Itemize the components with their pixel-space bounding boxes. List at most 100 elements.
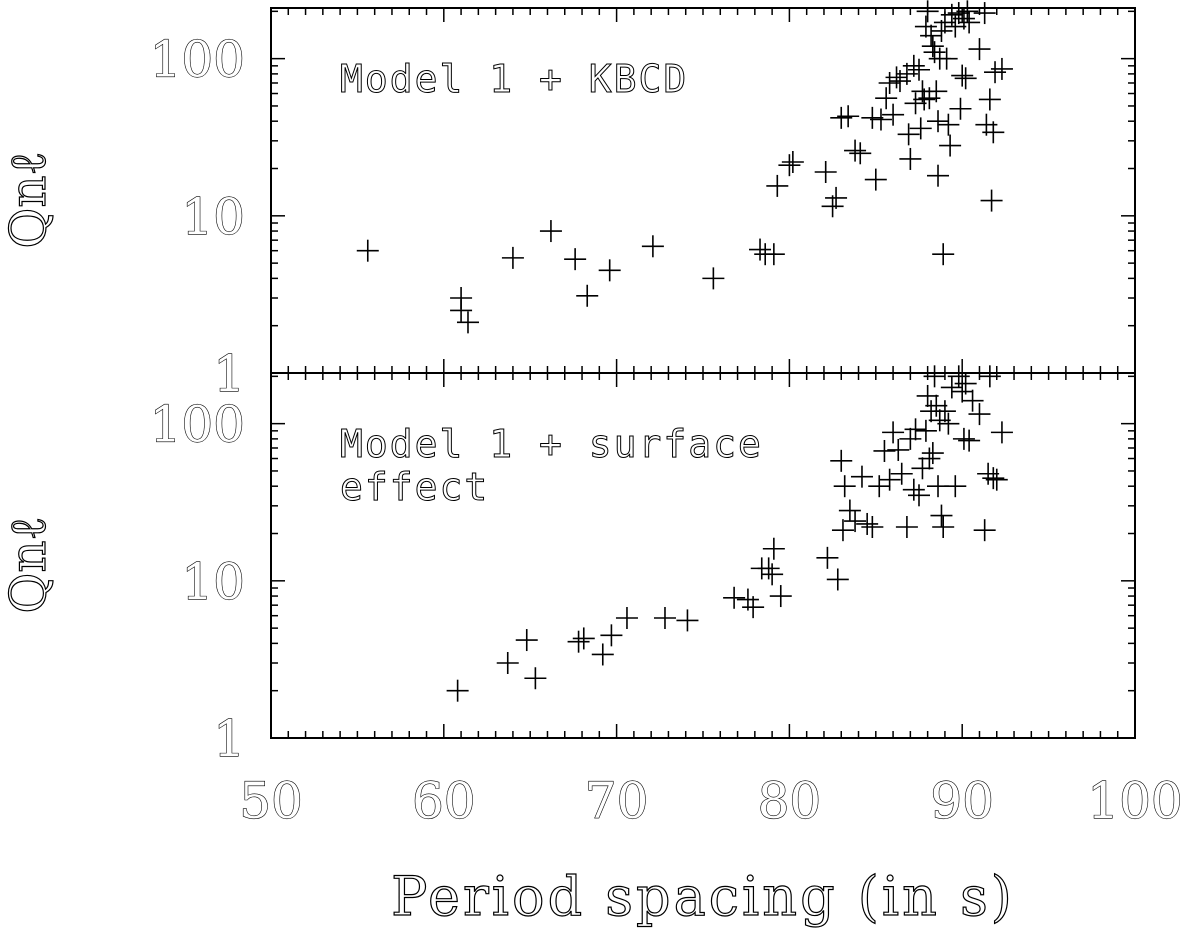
bottom-y-tick-label: 100 — [150, 396, 245, 454]
bottom-data-point — [830, 449, 853, 472]
x-tick-label: 60 — [412, 772, 476, 830]
bottom-data-point — [890, 462, 913, 485]
bottom-data-point — [856, 512, 879, 535]
bottom-data-point — [567, 630, 590, 653]
top-data-point — [875, 87, 898, 110]
x-tick-label: 70 — [585, 772, 649, 830]
top-data-point — [973, 2, 996, 25]
top-data-point — [837, 105, 860, 128]
x-tick-label: 100 — [1087, 772, 1182, 830]
bottom-y-axis-label: Qnℓ — [0, 516, 57, 613]
top-ticks — [270, 8, 1136, 374]
top-data-point — [849, 142, 872, 165]
top-data-point — [450, 299, 473, 322]
bottom-data-point — [923, 365, 946, 388]
top-data-point — [937, 113, 960, 136]
top-data-point — [923, 41, 946, 64]
top-data-point — [920, 24, 943, 47]
top-data-point — [899, 147, 922, 170]
top-data-point — [564, 248, 587, 271]
bottom-data-point — [515, 629, 538, 652]
bottom-data-point — [985, 468, 1008, 491]
bottom-data-point — [873, 439, 896, 462]
top-y-tick-labels: 1 10 100 — [149, 30, 246, 404]
bottom-data-point — [757, 557, 780, 580]
top-data-point — [897, 123, 920, 146]
top-data-point — [904, 92, 927, 115]
bottom-annotation-line-1: Model 1 + surface — [340, 422, 763, 466]
top-data-point — [501, 246, 524, 269]
top-data-point — [927, 110, 950, 133]
bottom-data-point — [723, 586, 746, 609]
top-data-point — [781, 151, 804, 174]
top-points — [356, 0, 1013, 334]
bottom-data-point — [918, 447, 941, 470]
top-data-point — [356, 239, 379, 262]
bottom-y-tick-label: 10 — [181, 553, 245, 611]
bottom-data-point — [446, 679, 469, 702]
top-data-point — [927, 164, 950, 187]
top-data-point — [954, 67, 977, 90]
top-data-point — [902, 54, 925, 77]
top-data-point — [932, 243, 955, 266]
top-data-point — [864, 168, 887, 191]
bottom-data-point — [952, 427, 975, 450]
top-data-point — [821, 195, 844, 218]
bottom-data-point — [928, 409, 951, 432]
x-tick-label: 80 — [758, 772, 822, 830]
top-data-point — [814, 161, 837, 184]
top-data-point — [947, 2, 970, 25]
top-data-point — [576, 284, 599, 307]
top-data-point — [641, 235, 664, 258]
bottom-data-point — [916, 384, 939, 407]
bottom-data-point — [954, 372, 977, 395]
top-data-point — [908, 58, 930, 81]
top-data-point — [958, 11, 981, 34]
bottom-data-point — [977, 462, 1000, 485]
top-data-point — [778, 154, 801, 177]
bottom-data-point — [600, 624, 623, 647]
bottom-data-point — [761, 563, 784, 586]
x-axis-label: Period spacing (in s) — [391, 865, 1015, 928]
bottom-data-point — [958, 429, 981, 452]
top-y-tick-label: 1 — [213, 345, 245, 403]
top-y-tick-label: 100 — [150, 31, 245, 89]
bottom-annotation-line-2: effect — [340, 465, 489, 509]
top-data-point — [869, 108, 892, 131]
top-data-point — [749, 238, 772, 261]
bottom-data-point — [882, 421, 905, 444]
bottom-data-point — [615, 607, 638, 630]
bottom-data-point — [524, 667, 547, 690]
top-data-point — [885, 66, 908, 89]
x-tick-labels: 50 60 70 80 90 100 — [239, 771, 1184, 830]
top-y-tick-label: 10 — [181, 188, 245, 246]
top-data-point — [861, 106, 884, 129]
top-data-point — [935, 47, 958, 70]
top-data-point — [762, 243, 785, 266]
top-data-point — [951, 64, 974, 87]
top-data-point — [825, 186, 848, 209]
top-data-point — [921, 35, 944, 58]
bottom-data-point — [914, 419, 937, 442]
bottom-data-point — [899, 427, 922, 450]
bottom-data-point — [982, 467, 1005, 490]
bottom-data-point — [816, 546, 839, 569]
bottom-data-point — [895, 516, 918, 539]
bottom-data-point — [742, 596, 765, 619]
bottom-data-point — [850, 465, 873, 488]
bottom-data-point — [932, 516, 955, 539]
bottom-data-point — [921, 442, 944, 465]
bottom-data-point — [653, 607, 676, 630]
bottom-data-point — [868, 475, 891, 498]
bottom-data-point — [769, 585, 792, 608]
top-data-point — [456, 311, 479, 334]
bottom-data-point — [904, 418, 927, 441]
bottom-data-point — [762, 537, 785, 560]
top-data-point — [939, 134, 962, 157]
top-data-point — [949, 97, 972, 120]
bottom-points — [446, 365, 1013, 702]
bottom-data-point — [838, 499, 861, 522]
bottom-data-point — [676, 609, 699, 632]
bottom-data-point — [831, 519, 854, 542]
